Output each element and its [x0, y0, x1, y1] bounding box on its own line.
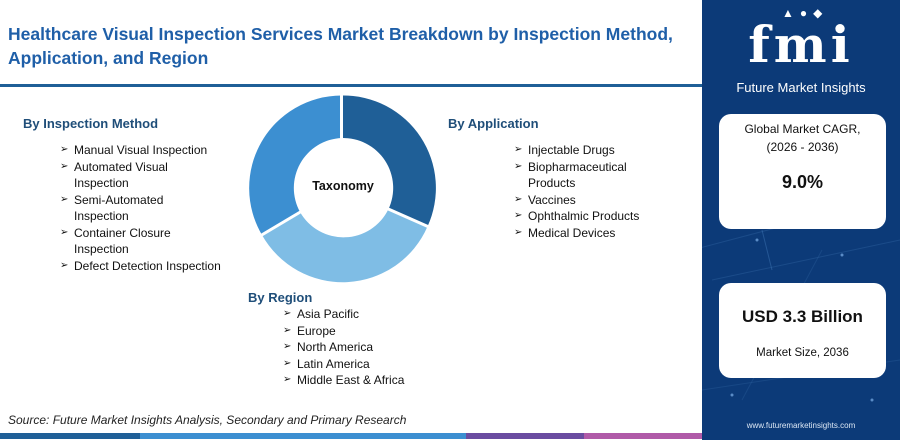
list-item: ➢ Vaccines	[514, 192, 694, 209]
list-item: ➢ Latin America	[283, 356, 463, 373]
person-icon: ●	[799, 6, 814, 20]
cagr-value: 9.0%	[781, 172, 824, 192]
list-item-text: Container Closure	[74, 225, 171, 240]
market-size-value: USD 3.3 Billion	[742, 307, 863, 326]
arrow-bullet-icon: ➢	[514, 144, 523, 155]
application-list: ➢ Injectable Drugs ➢ Biopharmaceutical Produ…	[514, 142, 694, 241]
donut-segment-application	[249, 95, 342, 235]
logo-icons: ▲●◆	[782, 6, 828, 20]
application-heading: By Application	[448, 116, 539, 131]
source-note: Source: Future Market Insights Analysis,…	[8, 413, 407, 427]
list-item: ➢ Europe	[283, 323, 463, 340]
bottom-color-bar	[0, 433, 702, 439]
donut-center-label: Taxonomy	[312, 179, 374, 193]
pin-icon: ◆	[813, 6, 829, 20]
list-item-text: Asia Pacific	[297, 307, 360, 321]
list-item-text: Vaccines	[528, 192, 576, 207]
region-heading: By Region	[248, 290, 313, 305]
list-item: ➢ Injectable Drugs	[514, 142, 694, 159]
arrow-bullet-icon: ➢	[283, 324, 292, 336]
list-item-text: Manual Visual Inspection	[74, 143, 208, 157]
fmi-logo: fmi	[748, 15, 854, 74]
list-item: ➢ Medical Devices	[514, 225, 694, 242]
list-item-text: Defect Detection Inspection	[74, 258, 221, 273]
arrow-bullet-icon: ➢	[60, 160, 69, 172]
list-item: ➢ Biopharmaceutical Products	[514, 159, 694, 192]
list-item: ➢ Middle East & Africa	[283, 372, 463, 389]
list-item: ➢ Container Closure Inspection	[60, 225, 250, 258]
list-item-text: Inspection	[74, 242, 129, 256]
list-item: ➢ Manual Visual Inspection	[60, 142, 250, 159]
page-title: Healthcare Visual Inspection Services Ma…	[8, 24, 673, 68]
list-item-text: North America	[297, 340, 374, 354]
arrow-bullet-icon: ➢	[283, 357, 292, 369]
cagr-label-line1: Global Market CAGR,	[744, 122, 861, 136]
arrow-bullet-icon: ➢	[60, 144, 69, 155]
arrow-bullet-icon: ➢	[514, 226, 523, 238]
list-item-text: Inspection	[74, 209, 129, 223]
market-size-card: USD 3.3 Billion Market Size, 2036	[719, 283, 886, 378]
list-item-text: Latin America	[297, 356, 370, 371]
arrow-bullet-icon: ➢	[514, 193, 523, 205]
website-url: www.futuremarketinsights.com	[746, 421, 856, 430]
list-item-text: Europe	[297, 323, 336, 338]
list-item-text: Inspection	[74, 176, 129, 190]
list-item-text: Automated Visual	[74, 159, 168, 174]
list-item-text: Middle East & Africa	[297, 373, 405, 387]
list-item: ➢ Automated Visual Inspection	[60, 159, 250, 192]
logo-subtitle: Future Market Insights	[736, 80, 866, 95]
arrow-bullet-icon: ➢	[514, 160, 523, 172]
arrow-bullet-icon: ➢	[283, 341, 292, 352]
list-item: ➢ Asia Pacific	[283, 306, 463, 323]
market-size-label: Market Size, 2036	[756, 347, 849, 359]
summary-panel: ▲●◆ fmi Future Market Insights Global Ma…	[702, 0, 900, 440]
arrow-bullet-icon: ➢	[283, 374, 292, 385]
list-item-text: Semi-Automated	[74, 192, 164, 207]
region-list: ➢ Asia Pacific ➢ Europe ➢ North America ➢ Latin…	[283, 306, 463, 389]
arrow-bullet-icon: ➢	[283, 308, 292, 319]
inspection-method-heading: By Inspection Method	[23, 116, 159, 131]
donut-segment-inspection-method	[341, 95, 436, 227]
arrow-bullet-icon: ➢	[60, 193, 69, 205]
list-item: ➢ North America	[283, 339, 463, 356]
list-item-text: Ophthalmic Products	[528, 209, 640, 223]
arrow-bullet-icon: ➢	[60, 226, 69, 238]
list-item: ➢ Semi-Automated Inspection	[60, 192, 250, 225]
list-item-text: Medical Devices	[528, 225, 616, 240]
arrow-bullet-icon: ➢	[60, 259, 69, 271]
arrow-bullet-icon: ➢	[514, 210, 523, 221]
donut-segment-region	[262, 209, 428, 283]
list-item-text: Injectable Drugs	[528, 143, 615, 157]
cagr-card: Global Market CAGR, (2026 - 2036) 9.0%	[719, 114, 886, 229]
inspection-method-list: ➢ Manual Visual Inspection ➢ Automated Visu…	[60, 142, 250, 274]
cagr-label-line2: (2026 - 2036)	[766, 140, 839, 154]
title-divider	[0, 84, 702, 87]
map-icon: ▲	[782, 6, 800, 20]
list-item-text: Products	[528, 176, 576, 190]
list-item: ➢ Ophthalmic Products	[514, 208, 694, 225]
list-item-text: Biopharmaceutical	[528, 159, 627, 174]
list-item: ➢ Defect Detection Inspection	[60, 258, 250, 275]
